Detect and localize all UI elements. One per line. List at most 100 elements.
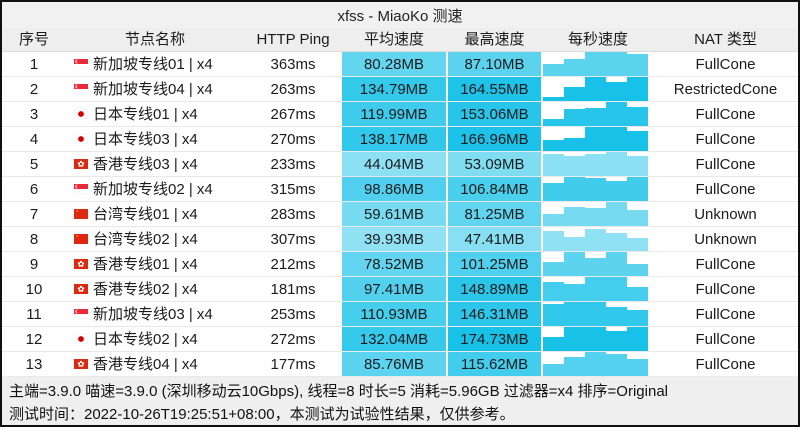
max-speed-value: 47.41MB [464,230,525,248]
speed-bar [606,330,627,351]
per-second-chart [543,202,653,226]
speed-bar [627,130,648,151]
avg-speed-value: 138.17MB [359,130,429,148]
node-name: 香港专线04 | x4 [93,355,198,373]
speed-bar [585,258,606,276]
http-ping: 315ms [270,180,316,198]
node-name-cell: 日本专线01 | x4 [66,102,244,126]
node-name: 新加坡专线02 | x4 [93,180,213,198]
speed-bar [543,118,564,126]
per-second-chart [543,152,653,176]
avg-speed-cell: 110.93MB [342,302,446,326]
speed-bar [543,230,564,251]
avg-speed-cell: 39.93MB [342,227,446,251]
speed-bar [585,229,606,251]
avg-speed-value: 80.28MB [363,55,425,73]
avg-speed-value: 134.79MB [359,80,429,98]
avg-speed-value: 85.76MB [363,355,425,373]
row-index: 7 [29,205,39,223]
nat-type: FullCone [695,155,756,173]
header-cell-max-speed: 最高速度 [464,31,525,48]
page-title: xfss - MiaoKo 测速 [337,7,463,25]
http-ping: 253ms [270,305,316,323]
nat-type: FullCone [695,330,756,348]
speed-bar [627,359,648,376]
row-index: 2 [29,80,39,98]
per-second-chart [543,77,653,101]
row-index: 12 [25,330,43,348]
speed-bar [543,281,564,301]
per-second-chart [543,127,653,151]
per-second-chart [543,227,653,251]
http-ping: 212ms [270,255,316,273]
speed-bar [627,210,648,226]
speed-bar [543,154,564,176]
nat-type: FullCone [695,105,756,123]
avg-speed-value: 98.86MB [363,180,425,198]
speed-bar [543,261,564,276]
nat-type: FullCone [695,305,756,323]
speed-bar [543,336,564,351]
nat-type: FullCone [695,130,756,148]
node-name-cell: 香港专线02 | x4 [66,277,244,301]
speed-bar [606,233,627,251]
node-name: 新加坡专线01 | x4 [93,55,213,73]
max-speed-value: 87.10MB [464,55,525,73]
hk-flag-icon [74,359,88,369]
avg-speed-value: 97.41MB [363,280,425,298]
header-cell-nat-type: NAT 类型 [694,31,757,48]
speed-bar [606,202,627,226]
table-row: 1 新加坡专线01 | x4 363ms 80.28MB 87.10MB FullCone [2,52,798,77]
table-row: 12 日本专线02 | x4 272ms 132.04MB 174.73MB FullCo… [2,327,798,352]
speed-bar [606,152,627,176]
avg-speed-cell: 44.04MB [342,152,446,176]
jp-flag-icon [74,334,88,344]
speed-bar [606,180,627,201]
node-name-cell: 新加坡专线02 | x4 [66,177,244,201]
node-name: 新加坡专线03 | x4 [93,305,213,323]
table-row: 6 新加坡专线02 | x4 315ms 98.86MB 106.84MB FullCon… [2,177,798,202]
per-second-chart [543,252,653,276]
max-speed-value: 81.25MB [464,205,525,223]
table-row: 4 日本专线03 | x4 270ms 138.17MB 166.96MB FullCon… [2,127,798,152]
speed-bar [564,109,585,126]
per-second-chart [543,177,653,201]
max-speed-value: 148.89MB [460,280,529,298]
avg-speed-cell: 85.76MB [342,352,446,376]
per-second-chart [543,327,653,351]
footer-time-line: 测试时间：2022-10-26T19:25:51+08:00，本测试为试验性结果… [9,406,515,423]
speed-bar [564,59,585,76]
row-index: 13 [25,355,43,373]
sg-flag-icon [74,84,88,94]
cn-flag-icon [74,234,88,244]
max-speed-cell: 47.41MB [448,227,541,251]
avg-speed-cell: 119.99MB [342,102,446,126]
row-index: 11 [26,305,42,323]
speed-bar [564,356,585,376]
max-speed-value: 53.09MB [464,155,525,173]
speed-bar [585,302,606,326]
max-speed-value: 164.55MB [460,80,529,98]
speed-bar [543,214,564,226]
row-index: 3 [29,105,39,123]
node-name-cell: 台湾专线02 | x4 [66,227,244,251]
header-cell-http-ping: HTTP Ping [256,31,330,48]
table-row: 9 香港专线01 | x4 212ms 78.52MB 101.25MB FullCone [2,252,798,277]
speed-bar [543,64,564,76]
header-cell-node-name: 节点名称 [124,31,185,48]
max-speed-cell: 106.84MB [448,177,541,201]
node-name-cell: 日本专线03 | x4 [66,127,244,151]
table-row: 8 台湾专线02 | x4 307ms 39.93MB 47.41MB Unknown [2,227,798,252]
speed-bar [543,364,564,376]
cn-flag-icon [74,209,88,219]
speed-bar [564,236,585,251]
max-speed-value: 146.31MB [460,305,529,323]
row-index: 1 [29,55,39,73]
header-cell-index: 序号 [18,31,49,48]
http-ping: 263ms [270,80,316,98]
node-name-cell: 新加坡专线01 | x4 [66,52,244,76]
avg-speed-value: 78.52MB [363,255,425,273]
row-index: 9 [29,255,39,273]
header-cell-per-second-speed: 每秒速度 [567,31,628,48]
